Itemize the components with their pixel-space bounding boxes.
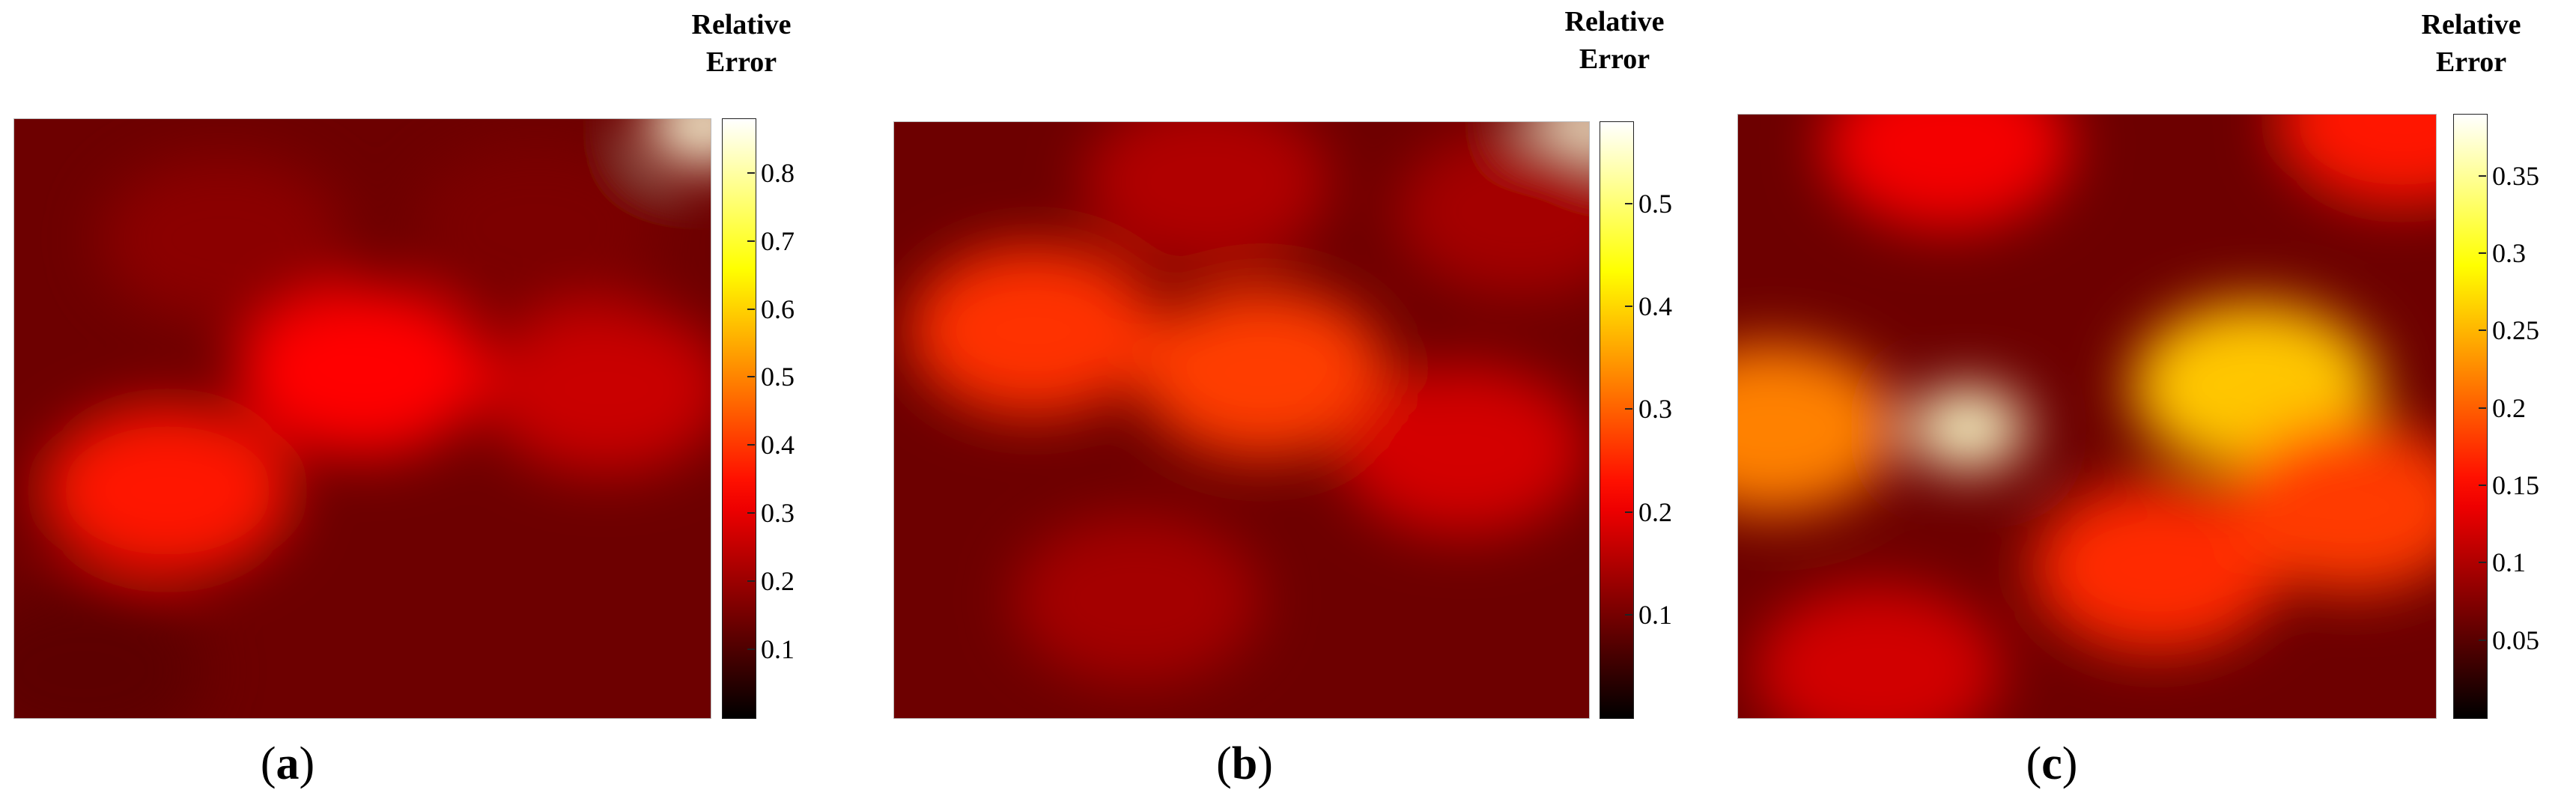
colorbar-tick-mark <box>747 171 755 174</box>
colorbar-title-line2: Error <box>2435 46 2507 78</box>
colorbar-tick-label: 0.4 <box>1638 291 1672 322</box>
heatmap-hotspot <box>1083 122 1331 267</box>
heatmap-hotspot <box>645 119 711 165</box>
colorbar-tick-label: 0.3 <box>1638 394 1672 425</box>
panel-b: Relative Error 0.1 0.2 0.3 0.4 0.5 (b) <box>861 0 1722 808</box>
colorbar-tick-mark <box>1625 511 1632 513</box>
colorbar-title-c: Relative Error <box>2374 6 2569 81</box>
heatmap-hotspot <box>1754 586 2002 718</box>
panel-label-c: (c) <box>2026 738 2078 789</box>
colorbar-tick-label: 0.5 <box>1638 188 1672 219</box>
heatmap-hotspot <box>14 586 207 718</box>
colorbar-b <box>1600 121 1634 719</box>
colorbar-tick-mark <box>2479 252 2486 254</box>
heatmap-hotspot <box>239 286 486 455</box>
panel-label-b: (b) <box>1216 738 1273 789</box>
heatmap-hotspot <box>1738 344 1897 513</box>
colorbar-title-line1: Relative <box>691 9 792 40</box>
heatmap-hotspot <box>2033 483 2281 651</box>
heatmap-b <box>893 121 1590 719</box>
colorbar-c <box>2453 114 2488 719</box>
colorbar-tick-mark <box>747 512 755 514</box>
heatmap-hotspot <box>909 246 1157 416</box>
colorbar-tick-mark <box>747 376 755 378</box>
colorbar-tick-mark <box>2479 639 2486 641</box>
heatmap-hotspot <box>1013 514 1261 684</box>
colorbar-tick-label: 0.1 <box>2492 547 2526 578</box>
heatmap-a <box>13 118 711 719</box>
colorbar-tick-label: 0.3 <box>2492 238 2526 268</box>
colorbar-tick-label: 0.2 <box>2492 392 2526 423</box>
heatmap-hotspot <box>1823 115 2071 229</box>
panel-a: Relative Error 0.1 0.2 0.3 0.4 0.5 0.6 0.7 0.8 … <box>0 0 861 808</box>
colorbar-tick-mark <box>747 308 755 310</box>
colorbar-title-b: Relative Error <box>1517 3 1712 78</box>
colorbar-tick-label: 0.2 <box>761 566 795 597</box>
colorbar-tick-label: 0.25 <box>2492 315 2539 346</box>
colorbar-tick-mark <box>2479 329 2486 332</box>
colorbar-tick-label: 0.3 <box>761 498 795 529</box>
colorbar-tick-label: 0.05 <box>2492 625 2539 655</box>
colorbar-tick-label: 0.6 <box>761 294 795 324</box>
colorbar-tick-label: 0.1 <box>1638 599 1672 630</box>
colorbar-tick-mark <box>747 240 755 242</box>
colorbar-a <box>722 118 756 719</box>
colorbar-tick-label: 0.8 <box>761 157 795 188</box>
heatmap-hotspot <box>1340 365 1588 535</box>
panel-c: Relative Error 0.05 0.1 0.15 0.2 0.25 0.3 0.35… <box>1722 0 2576 808</box>
colorbar-title-line1: Relative <box>1564 6 1665 37</box>
colorbar-tick-label: 0.4 <box>761 430 795 461</box>
colorbar-tick-mark <box>1625 202 1632 204</box>
colorbar-title-line2: Error <box>1579 43 1650 75</box>
heatmap-c <box>1737 114 2437 719</box>
panel-label-a: (a) <box>260 738 315 789</box>
heatmap-hotspot <box>43 406 291 575</box>
colorbar-title-line2: Error <box>705 46 777 78</box>
colorbar-gradient <box>1600 122 1633 718</box>
colorbar-tick-mark <box>2479 562 2486 564</box>
heatmap-hotspot <box>482 304 711 473</box>
colorbar-tick-mark <box>747 444 755 446</box>
colorbar-tick-mark <box>747 580 755 583</box>
colorbar-tick-label: 0.35 <box>2492 160 2539 191</box>
heatmap-hotspot <box>100 154 347 323</box>
colorbar-title-line1: Relative <box>2421 9 2521 40</box>
colorbar-gradient <box>723 119 756 718</box>
colorbar-gradient <box>2454 115 2487 718</box>
colorbar-tick-mark <box>1625 408 1632 410</box>
heatmap-hotspot <box>1396 127 1589 296</box>
colorbar-tick-label: 0.15 <box>2492 470 2539 500</box>
colorbar-tick-mark <box>1625 613 1632 616</box>
colorbar-tick-mark <box>1625 306 1632 308</box>
heatmap-hotspot <box>2229 422 2436 592</box>
colorbar-tick-label: 0.7 <box>761 225 795 256</box>
colorbar-tick-label: 0.1 <box>761 634 795 665</box>
colorbar-tick-mark <box>747 648 755 651</box>
colorbar-tick-mark <box>2479 485 2486 486</box>
colorbar-title-a: Relative Error <box>644 6 839 81</box>
colorbar-tick-mark <box>2479 174 2486 177</box>
heatmap-hotspot <box>2277 115 2436 205</box>
colorbar-tick-mark <box>2479 407 2486 409</box>
heatmap-hotspot <box>1910 389 2026 468</box>
colorbar-tick-label: 0.5 <box>761 362 795 392</box>
heatmap-hotspot <box>1138 288 1386 457</box>
heatmap-hotspot <box>413 142 660 312</box>
colorbar-tick-label: 0.2 <box>1638 496 1672 527</box>
